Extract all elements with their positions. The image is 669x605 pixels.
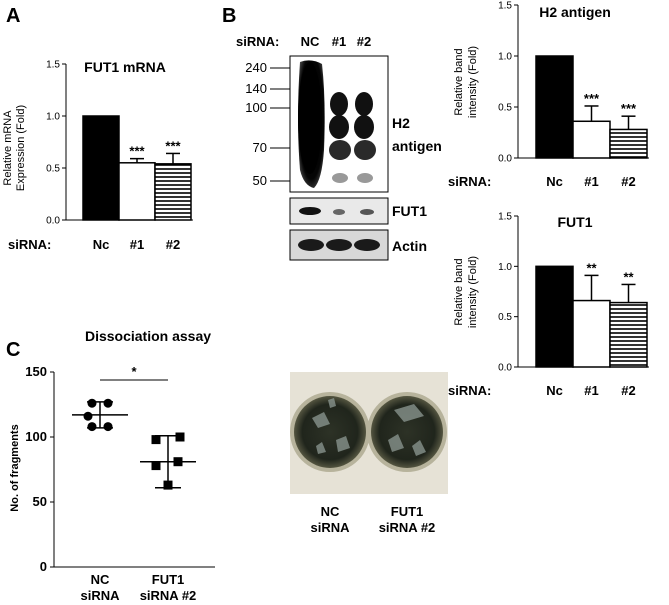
h2-antigen-ylabel-line2: intensity (Fold) xyxy=(467,46,479,118)
blot-label-antigen: antigen xyxy=(392,138,442,154)
dissociation-point-nc-0 xyxy=(83,411,93,421)
mw-marker-100: 100 xyxy=(245,100,267,115)
blot-label-fut1: FUT1 xyxy=(392,203,427,219)
fut1-mrna-bar-1 xyxy=(118,162,156,221)
nc-dish-image xyxy=(294,396,366,468)
fut1-mrna-significance-2: *** xyxy=(165,138,181,153)
fut1-chart-title: FUT1 xyxy=(558,214,593,230)
h2-antigen-ytick-label-2: 1.0 xyxy=(498,52,512,63)
fut1-band-significance-2: ** xyxy=(623,269,634,284)
h2-antigen-category-2: #2 xyxy=(621,174,635,189)
dissociation-point-fut1-1 xyxy=(151,435,161,445)
fut1-mrna-ylabel-line2: Expression (Fold) xyxy=(15,105,27,191)
fut1-mrna-category-2: #2 xyxy=(166,237,180,252)
mw-marker-140: 140 xyxy=(245,81,267,96)
h2-antigen-significance-1: *** xyxy=(584,91,600,106)
dissociation-ytick-label-1: 50 xyxy=(33,494,47,509)
dissociation-point-nc-2 xyxy=(103,398,113,408)
fut1-band-bar-1 xyxy=(572,299,611,368)
dissociation-point-fut1-3 xyxy=(151,461,161,471)
dissociation-significance-label: * xyxy=(131,364,137,379)
h2-antigen-bar-1 xyxy=(572,120,611,159)
fut1-mrna-category-1: #1 xyxy=(130,237,144,252)
dissociation-assay-title: Dissociation assay xyxy=(85,328,211,344)
h2-antigen-bar-2 xyxy=(609,128,648,159)
fut1-mrna-xlabel: siRNA: xyxy=(8,237,51,252)
mw-marker-240: 240 xyxy=(245,60,267,75)
panel-letter-b: B xyxy=(222,5,236,27)
fut1-mrna-ytick-label-1: 0.5 xyxy=(46,164,60,175)
dissociation-assay-chart: Dissociation assay No. of fragments 0 50 1… xyxy=(9,328,215,603)
dissociation-ytick-label-2: 100 xyxy=(25,429,47,444)
fut1-mrna-chart: FUT1 mRNA Relative mRNA Expression (Fold… xyxy=(2,59,193,252)
fut1-xlabel: siRNA: xyxy=(448,383,491,398)
mw-marker-ticks xyxy=(270,67,290,182)
h2-antigen-bar-0 xyxy=(535,55,574,159)
dissociation-point-fut1-0 xyxy=(175,432,185,442)
fut1-mrna-ytick-label-0: 0.0 xyxy=(46,216,60,227)
fut1-band-category-2: #2 xyxy=(621,383,635,398)
dissociation-point-nc-4 xyxy=(103,422,113,432)
h2-antigen-category-1: #1 xyxy=(584,174,598,189)
western-blot: siRNA: NC #1 #2 240 140 100 70 50 xyxy=(236,34,442,261)
blot-label-actin: Actin xyxy=(392,238,427,254)
fut1-band-ytick-label-1: 0.5 xyxy=(498,312,512,323)
h2-antigen-chart-title: H2 antigen xyxy=(539,4,611,20)
dissociation-category-0-line1: NC xyxy=(91,572,110,587)
fut1-mrna-bar-0 xyxy=(82,115,120,221)
photo-label-fut1-line2: siRNA #2 xyxy=(379,520,436,535)
dissociation-ytick-label-0: 0 xyxy=(40,559,47,574)
h2-antigen-significance-2: *** xyxy=(621,101,637,116)
fut1-band-bar-0 xyxy=(535,265,574,368)
actin-blot-image xyxy=(289,229,389,261)
fut1-intensity-chart: FUT1 Relative band intensity (Fold) siRN… xyxy=(448,212,649,398)
fut1-ylabel-line2: intensity (Fold) xyxy=(467,256,479,328)
h2-antigen-ytick-label-0: 0.0 xyxy=(498,154,512,165)
fut1-mrna-ytick-label-2: 1.0 xyxy=(46,112,60,123)
dissociation-point-nc-1 xyxy=(87,398,97,408)
h2-antigen-intensity-chart: H2 antigen Relative band intensity (Fold… xyxy=(448,1,649,189)
h2-antigen-xlabel: siRNA: xyxy=(448,174,491,189)
dissociation-photo: NC siRNA FUT1 siRNA #2 xyxy=(290,372,448,535)
photo-label-fut1-line1: FUT1 xyxy=(391,504,424,519)
panel-letter-a: A xyxy=(6,5,20,27)
h2-antigen-ytick-label-1: 0.5 xyxy=(498,103,512,114)
dissociation-category-0-line2: siRNA xyxy=(80,588,120,603)
panel-letter-c: C xyxy=(6,339,20,361)
fut1-band-ytick-label-3: 1.5 xyxy=(498,212,512,223)
fut1-band-significance-1: ** xyxy=(586,260,597,275)
fut1-mrna-significance-1: *** xyxy=(129,144,145,159)
dissociation-point-nc-3 xyxy=(87,422,97,432)
mw-marker-70: 70 xyxy=(253,140,267,155)
dissociation-ylabel: No. of fragments xyxy=(9,424,21,511)
fut1-band-ytick-label-2: 1.0 xyxy=(498,262,512,273)
fut1-mrna-title: FUT1 mRNA xyxy=(84,59,166,75)
fut1-band-ytick-label-0: 0.0 xyxy=(498,363,512,374)
fut1-mrna-bar-2 xyxy=(154,163,192,221)
photo-label-nc-line1: NC xyxy=(321,504,340,519)
fut1-band-bar-2 xyxy=(609,301,648,368)
fut1-blot-image xyxy=(289,197,389,225)
h2-antigen-category-0: Nc xyxy=(546,174,563,189)
blot-sirna-label: siRNA: xyxy=(236,34,279,49)
h2-antigen-ytick-label-3: 1.5 xyxy=(498,1,512,12)
fut1-ylabel-line1: Relative band xyxy=(453,258,465,325)
mw-marker-50: 50 xyxy=(253,173,267,188)
blot-lane-label-2: #2 xyxy=(357,34,371,49)
photo-label-nc-line2: siRNA xyxy=(310,520,350,535)
blot-lane-label-nc: NC xyxy=(301,34,320,49)
h2-antigen-ylabel-line1: Relative band xyxy=(453,48,465,115)
fut1-mrna-ytick-label-3: 1.5 xyxy=(46,60,60,71)
dissociation-category-1-line1: FUT1 xyxy=(152,572,185,587)
h2-antigen-blot-image xyxy=(289,55,389,193)
blot-label-h2: H2 xyxy=(392,115,410,131)
fut1-mrna-category-0: Nc xyxy=(93,237,110,252)
dissociation-category-1-line2: siRNA #2 xyxy=(140,588,197,603)
dissociation-ytick-label-3: 150 xyxy=(25,364,47,379)
fut1-band-category-1: #1 xyxy=(584,383,598,398)
blot-lane-label-1: #1 xyxy=(332,34,346,49)
fut1-band-category-0: Nc xyxy=(546,383,563,398)
fut1-mrna-ylabel-line1: Relative mRNA xyxy=(2,110,14,186)
